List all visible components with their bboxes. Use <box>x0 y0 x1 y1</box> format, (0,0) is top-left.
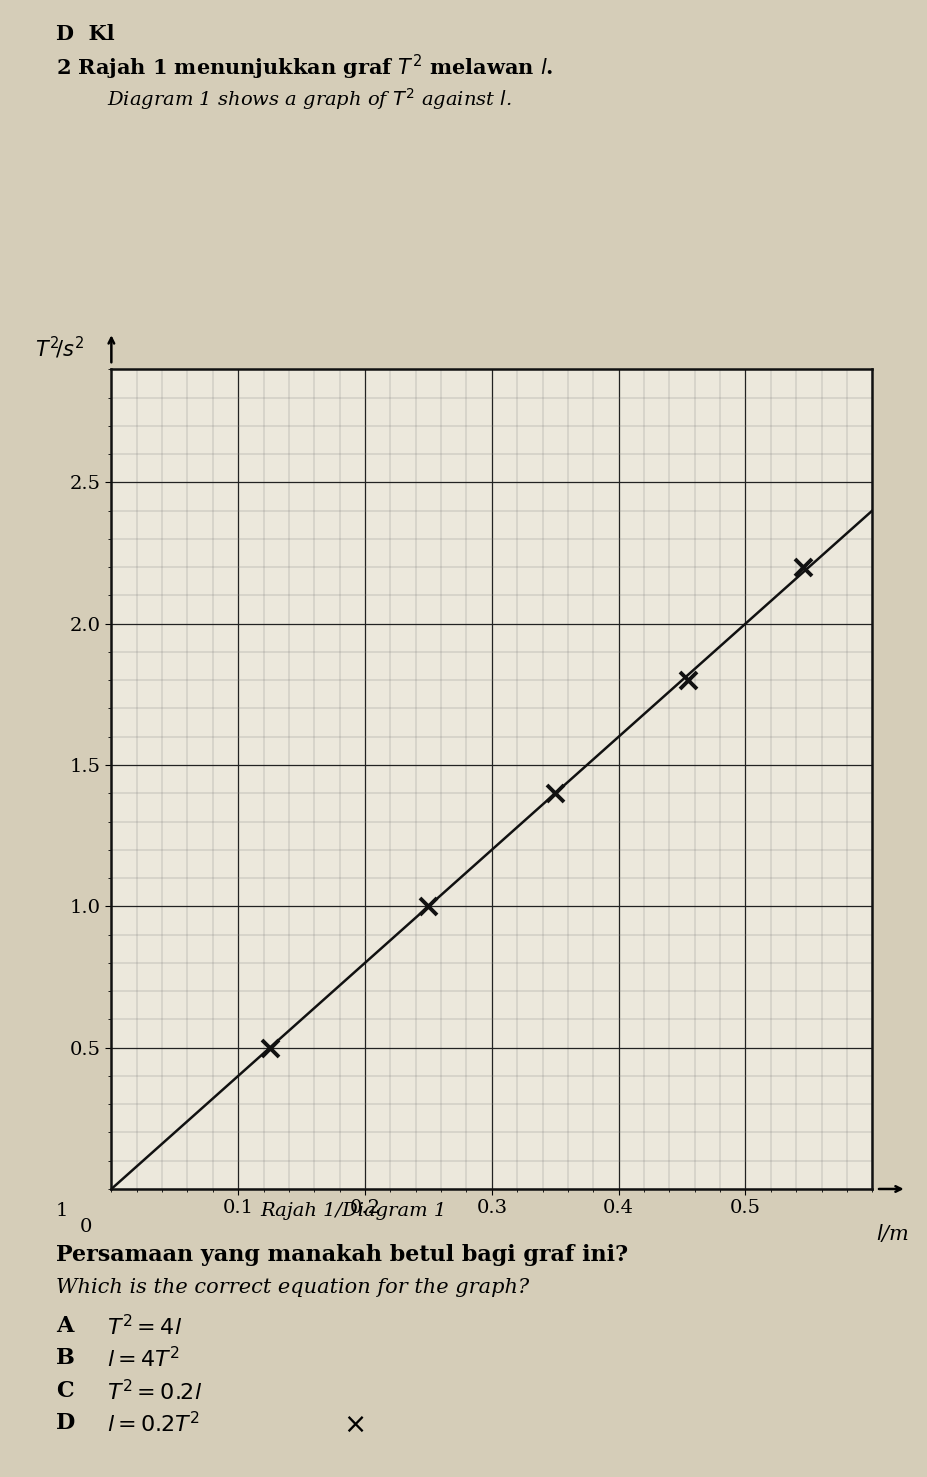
Point <box>547 781 562 805</box>
Point <box>421 895 436 919</box>
Text: Diagram 1 shows a graph of $T^2$ against $l$.: Diagram 1 shows a graph of $T^2$ against… <box>107 86 511 112</box>
Text: C: C <box>56 1380 73 1402</box>
Text: Persamaan yang manakah betul bagi graf ini?: Persamaan yang manakah betul bagi graf i… <box>56 1244 628 1266</box>
Text: B: B <box>56 1347 74 1369</box>
Text: $T^2\!/s^2$: $T^2\!/s^2$ <box>35 335 84 360</box>
Point <box>794 555 809 579</box>
Point <box>680 669 695 693</box>
Text: $T^2 = 4l$: $T^2 = 4l$ <box>107 1315 182 1340</box>
Text: $l = 0.2T^2$: $l = 0.2T^2$ <box>107 1412 199 1437</box>
Text: $l = 4T^2$: $l = 4T^2$ <box>107 1347 180 1372</box>
Text: D: D <box>56 1412 75 1434</box>
Text: 1: 1 <box>56 1202 68 1220</box>
Text: $T^2 = 0.2l$: $T^2 = 0.2l$ <box>107 1380 202 1405</box>
Text: 2 Rajah 1 menunjukkan graf $T^2$ melawan $l$.: 2 Rajah 1 menunjukkan graf $T^2$ melawan… <box>56 53 552 83</box>
Text: Rajah 1/Diagram 1: Rajah 1/Diagram 1 <box>260 1202 446 1220</box>
Text: $\times$: $\times$ <box>343 1412 364 1439</box>
Text: Which is the correct equation for the graph?: Which is the correct equation for the gr… <box>56 1278 528 1297</box>
Text: 0: 0 <box>80 1217 93 1236</box>
Text: A: A <box>56 1315 73 1337</box>
Text: $l$/m: $l$/m <box>875 1221 908 1244</box>
Point <box>262 1035 277 1059</box>
Text: D  Kl: D Kl <box>56 24 114 44</box>
